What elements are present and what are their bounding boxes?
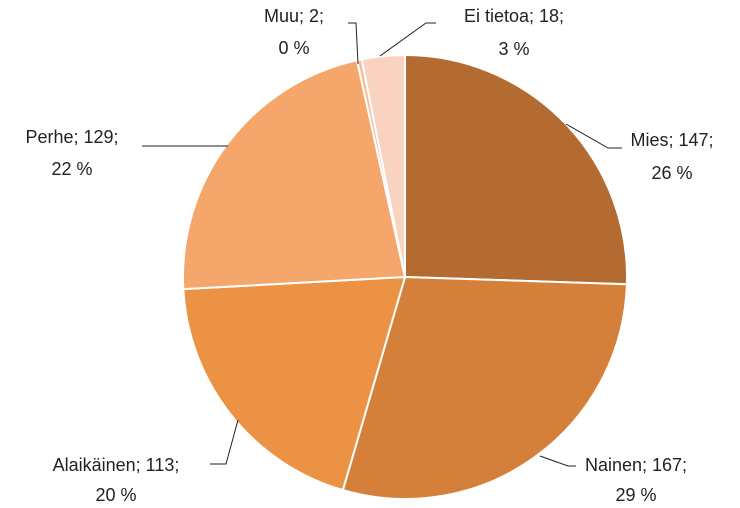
pie-slice — [182, 59, 407, 291]
percent-label: 3 % — [498, 39, 529, 59]
leader-line — [379, 22, 436, 57]
pie-slice — [182, 275, 407, 492]
pie-slice — [360, 53, 406, 278]
percent-label: 20 % — [95, 485, 136, 505]
data-label: Alaikäinen; 113; — [53, 455, 180, 475]
pie-slice — [341, 275, 628, 500]
leader-line — [539, 455, 576, 467]
leader-line — [210, 419, 239, 465]
percent-label: 0 % — [278, 38, 309, 58]
percent-label: 26 % — [651, 163, 692, 183]
data-label: Perhe; 129; — [25, 127, 118, 147]
data-label: Muu; 2; — [264, 6, 324, 26]
pie-slice — [404, 53, 628, 286]
leader-line — [565, 123, 622, 149]
data-label: Ei tietoa; 18; — [464, 6, 564, 26]
data-label: Mies; 147; — [630, 130, 713, 150]
percent-label: 29 % — [615, 485, 656, 505]
percent-label: 22 % — [51, 159, 92, 179]
data-label: Nainen; 167; — [585, 455, 687, 475]
leader-line — [348, 22, 359, 65]
